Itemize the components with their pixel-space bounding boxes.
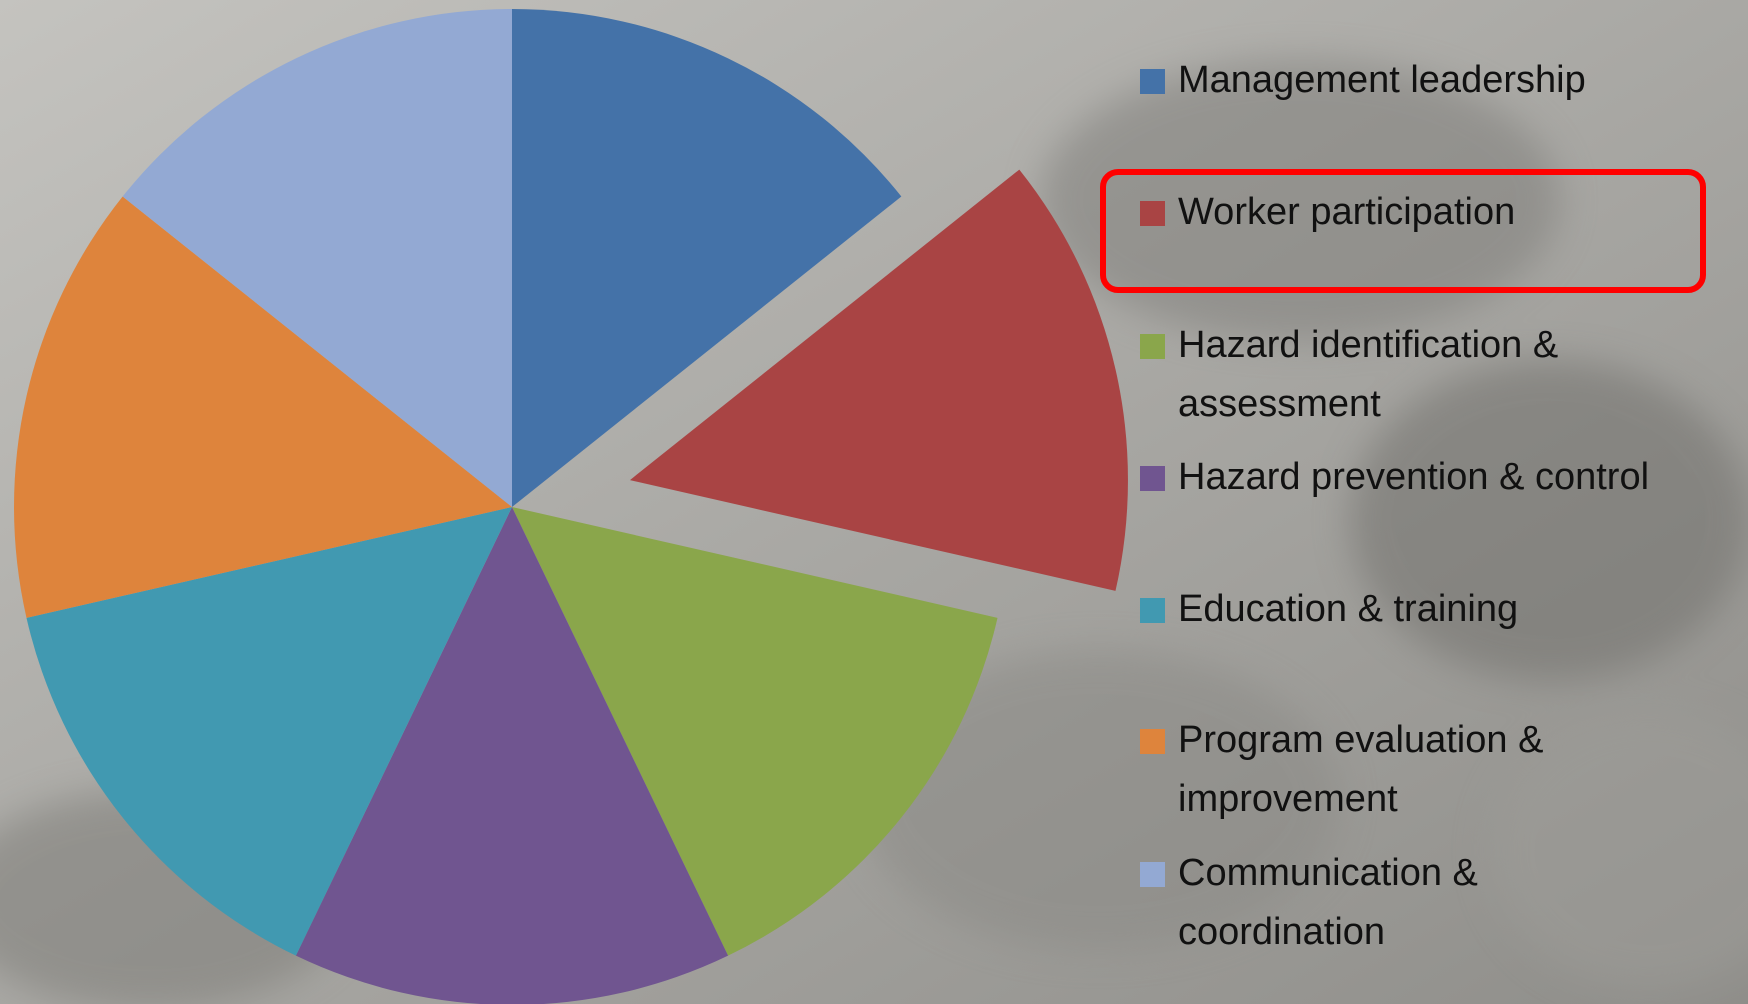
pie-slice <box>14 196 513 618</box>
legend-swatch <box>1140 466 1165 491</box>
legend-swatch <box>1140 201 1165 226</box>
legend-swatch <box>1140 862 1165 887</box>
legend-swatch <box>1140 334 1165 359</box>
legend-label: Program evaluation & improvement <box>1178 719 1544 820</box>
legend-label: Education & training <box>1178 588 1519 630</box>
highlight-box <box>1100 169 1706 293</box>
pie-slice <box>26 507 512 956</box>
pie-slice <box>512 9 902 507</box>
legend-label: Hazard identification & assessment <box>1178 324 1559 425</box>
pie <box>14 9 1128 1004</box>
legend-swatch <box>1140 729 1165 754</box>
pie-slice <box>512 507 998 956</box>
pie-slice <box>629 169 1128 591</box>
pie-slice <box>295 507 729 1004</box>
legend-label: Hazard prevention & control <box>1178 456 1650 498</box>
legend-label: Communication & coordination <box>1178 852 1478 953</box>
background-texture <box>0 60 1748 1004</box>
legend-label: Management leadership <box>1178 59 1586 101</box>
legend-swatch <box>1140 598 1165 623</box>
legend-swatch <box>1140 69 1165 94</box>
legend-label: Worker participation <box>1178 191 1516 233</box>
pie-slice <box>122 9 512 507</box>
